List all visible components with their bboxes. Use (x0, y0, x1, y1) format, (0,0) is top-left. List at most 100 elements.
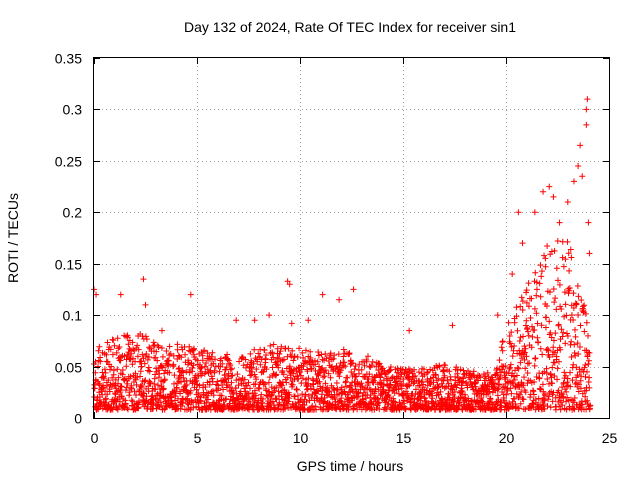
data-point-marker (148, 393, 155, 400)
data-point-marker (556, 281, 563, 288)
data-point-marker (549, 364, 556, 371)
data-point-marker (108, 363, 115, 370)
data-point-marker (275, 364, 282, 371)
data-point-marker (500, 383, 507, 390)
data-point-marker (193, 386, 200, 393)
data-point-marker (522, 365, 529, 372)
data-point-marker (337, 367, 344, 374)
data-point-marker (486, 388, 493, 395)
data-point-marker (509, 370, 516, 377)
data-point-marker (568, 338, 575, 345)
data-point-marker (557, 406, 564, 413)
data-point-marker (414, 405, 421, 412)
data-point-marker (217, 355, 224, 362)
data-point-marker (176, 365, 183, 372)
data-point-marker (226, 384, 233, 391)
data-point-marker (571, 341, 578, 348)
data-point-marker (145, 364, 152, 371)
data-point-marker (228, 365, 235, 372)
data-point-marker (152, 371, 159, 378)
data-point-marker (251, 317, 258, 324)
data-point-marker (491, 380, 498, 387)
data-point-marker (175, 365, 182, 372)
data-point-marker (315, 348, 322, 355)
data-point-marker (563, 406, 570, 413)
data-point-marker (537, 262, 544, 269)
data-point-marker (546, 289, 553, 296)
data-point-marker (325, 388, 332, 395)
data-point-marker (289, 347, 296, 354)
data-point-marker (532, 269, 539, 276)
data-point-marker (144, 356, 151, 363)
data-point-marker (143, 336, 150, 343)
data-point-marker (453, 384, 460, 391)
data-point-marker (314, 358, 321, 365)
data-point-marker (369, 358, 376, 365)
data-point-marker (204, 396, 211, 403)
data-point-marker (582, 361, 589, 368)
data-point-marker (494, 312, 501, 319)
data-point-marker (105, 377, 112, 384)
data-point-marker (527, 314, 534, 321)
data-point-marker (571, 350, 578, 357)
data-point-marker (281, 405, 288, 412)
data-point-marker (284, 278, 291, 285)
data-point-marker (543, 369, 550, 376)
data-point-marker (532, 355, 539, 362)
data-point-marker (391, 390, 398, 397)
data-point-marker (398, 371, 405, 378)
data-point-marker (183, 368, 190, 375)
data-point-marker (570, 317, 577, 324)
data-point-marker (542, 255, 549, 262)
data-point-marker (574, 283, 581, 290)
data-point-marker (115, 374, 122, 381)
data-point-marker (370, 377, 377, 384)
data-point-marker (351, 366, 358, 373)
data-point-marker (321, 373, 328, 380)
data-point-marker (307, 385, 314, 392)
data-point-marker (516, 338, 523, 345)
data-point-marker (410, 380, 417, 387)
data-point-marker (540, 188, 547, 195)
data-point-marker (416, 382, 423, 389)
data-point-marker (579, 173, 586, 180)
data-point-marker (355, 390, 362, 397)
data-point-marker (563, 388, 570, 395)
data-point-marker (221, 372, 228, 379)
data-point-marker (537, 345, 544, 352)
data-point-marker (534, 320, 541, 327)
data-point-marker (356, 370, 363, 377)
data-point-marker (373, 372, 380, 379)
data-point-marker (533, 286, 540, 293)
data-point-marker (522, 345, 529, 352)
data-point-marker (530, 391, 537, 398)
data-point-marker (96, 343, 103, 350)
data-point-marker (291, 393, 298, 400)
data-point-marker (571, 394, 578, 401)
data-point-marker (218, 392, 225, 399)
data-point-marker (253, 366, 260, 373)
data-point-marker (221, 401, 228, 408)
data-point-marker (122, 400, 129, 407)
data-point-marker (570, 290, 577, 297)
data-point-marker (290, 357, 297, 364)
data-point-marker (154, 382, 161, 389)
data-point-marker (233, 317, 240, 324)
data-point-marker (514, 364, 521, 371)
data-point-marker (363, 395, 370, 402)
data-point-marker (146, 368, 153, 375)
data-point-marker (191, 345, 198, 352)
data-point-marker (417, 393, 424, 400)
data-point-marker (275, 354, 282, 361)
data-point-marker (277, 348, 284, 355)
data-point-marker (571, 326, 578, 333)
data-point-marker (138, 382, 145, 389)
data-point-marker (574, 372, 581, 379)
data-point-marker (146, 344, 153, 351)
data-point-marker (415, 369, 422, 376)
data-point-marker (407, 399, 414, 406)
data-point-marker (522, 389, 529, 396)
data-point-marker (499, 338, 506, 345)
data-point-marker (209, 349, 216, 356)
data-point-marker (325, 370, 332, 377)
